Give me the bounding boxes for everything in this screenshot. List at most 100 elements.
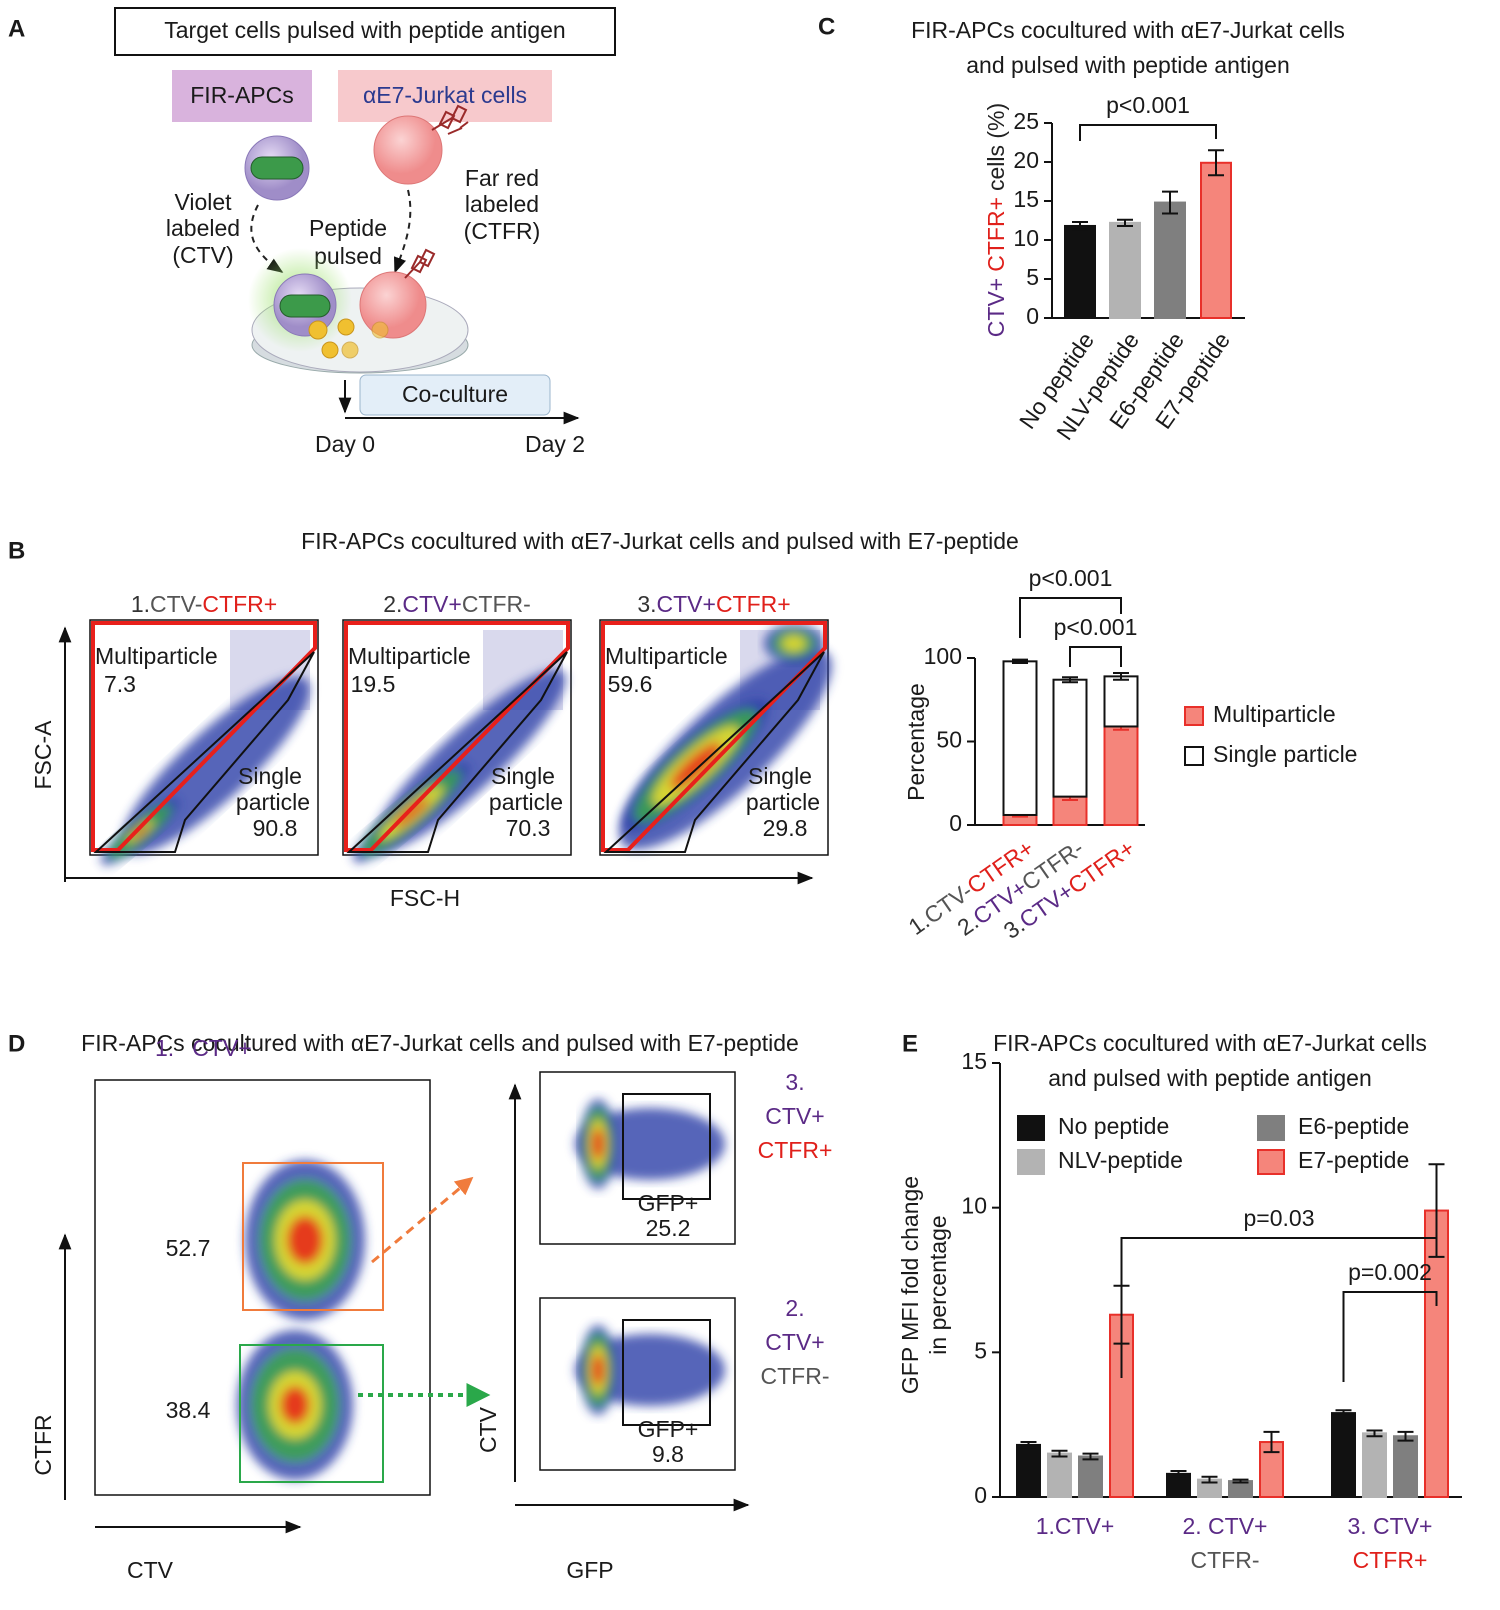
density-level (592, 1354, 605, 1386)
plot-title-part: 2. (383, 591, 402, 617)
bar (1394, 1436, 1417, 1497)
gate-label: Single (491, 763, 555, 789)
plot-label: CTFR- (761, 1363, 830, 1389)
y-tick-label: 100 (924, 643, 962, 669)
legend-swatch (1185, 707, 1203, 725)
density-level (281, 1386, 310, 1424)
jurkat-cell (374, 116, 442, 184)
legend-swatch (1018, 1150, 1044, 1174)
y-tick-label: 5 (974, 1337, 987, 1363)
legend-label: E6-peptide (1298, 1113, 1409, 1139)
day-label: Day 2 (525, 431, 585, 457)
axis-label: FSC-A (30, 720, 56, 790)
plot-title-part: 3. (637, 591, 656, 617)
panel-label: A (8, 15, 25, 42)
axis-label: CTV (475, 1406, 501, 1453)
y-axis-label-part: cells (%) (983, 103, 1009, 191)
legend-swatch (1258, 1150, 1284, 1174)
legend-label: No peptide (1058, 1113, 1169, 1139)
gate-label: particle (489, 789, 563, 815)
violet-label: (CTV) (172, 242, 233, 268)
bar (1065, 226, 1095, 318)
y-axis-label: CTV+ CTFR+ cells (%) (983, 103, 1009, 337)
axis-label: CTV (127, 1557, 174, 1583)
apc-nucleus (251, 157, 303, 179)
gate-value: 90.8 (253, 815, 298, 841)
x-tick-label: CTFR+ (1353, 1547, 1428, 1573)
gate-label: Multiparticle (605, 643, 728, 669)
y-axis-label-part: CTFR+ (983, 197, 1009, 272)
panel-label: D (8, 1030, 25, 1057)
y-tick-label: 15 (961, 1048, 987, 1074)
plot-label: 3. (785, 1069, 804, 1095)
gate-label: particle (236, 789, 310, 815)
legend-swatch (1018, 1116, 1044, 1140)
x-tick-label: 1.CTV+ (1036, 1513, 1115, 1539)
p-value: p<0.001 (1106, 92, 1190, 118)
significance-bracket (1070, 647, 1121, 667)
far-red-label: labeled (465, 191, 539, 217)
plot-title-part: CTV+ (192, 1035, 251, 1061)
peptide-label: Peptide (309, 215, 387, 241)
significance-bracket (1080, 125, 1216, 141)
density-level (287, 1216, 323, 1264)
plot-title-part: CTV+ (402, 591, 461, 617)
gate-value: 29.8 (763, 815, 808, 841)
diagram-title: Target cells pulsed with peptide antigen (164, 17, 565, 43)
plot-label: 2. (785, 1295, 804, 1321)
bar (1079, 1456, 1102, 1497)
plot-title: 2.CTV+CTFR- (383, 591, 531, 617)
gate-value: 19.5 (351, 671, 396, 697)
plot-label: CTV+ (765, 1103, 824, 1129)
plot-title-part: CTFR+ (202, 591, 277, 617)
legend-label: NLV-peptide (1058, 1147, 1183, 1173)
gate-label: Single (238, 763, 302, 789)
bar (1017, 1445, 1040, 1497)
plot-label: CTFR+ (758, 1137, 833, 1163)
chart-title: FIR-APCs cocultured with αE7-Jurkat cell… (911, 17, 1345, 43)
gate-value: 59.6 (608, 671, 653, 697)
plot-title: 1.CTV-CTFR+ (131, 591, 277, 617)
apc-nucleus (280, 295, 330, 317)
jurkat-cell (360, 272, 426, 338)
axis-label: FSC-H (390, 885, 460, 911)
gate-label: GFP+ (638, 1416, 699, 1442)
arrow (395, 190, 410, 272)
y-tick-label: 20 (1013, 147, 1039, 173)
gate-value: 25.2 (646, 1215, 691, 1241)
day-label: Day 0 (315, 431, 375, 457)
chart-title: FIR-APCs cocultured with αE7-Jurkat cell… (993, 1030, 1427, 1056)
y-axis-label: in percentage (925, 1215, 951, 1354)
p-value: p=0.002 (1348, 1259, 1432, 1285)
bar (1201, 163, 1231, 318)
y-tick-label: 10 (961, 1193, 987, 1219)
plot-title-part: CTFR- (462, 591, 531, 617)
legend-swatch (1258, 1116, 1284, 1140)
apc-label: FIR-APCs (190, 82, 294, 108)
axis-label: CTFR (30, 1414, 56, 1475)
bar (1155, 203, 1185, 318)
x-tick-label: 2. CTV+ (1182, 1513, 1267, 1539)
density (580, 1099, 616, 1189)
p-value: p=0.03 (1244, 1205, 1315, 1231)
y-axis-label-part: CTV+ (983, 278, 1009, 337)
panel-label: B (8, 537, 25, 564)
chart-title: and pulsed with peptide antigen (1048, 1065, 1372, 1091)
axis-label: GFP (566, 1557, 613, 1583)
chart-title: and pulsed with peptide antigen (966, 52, 1290, 78)
gate-value: 7.3 (104, 671, 136, 697)
violet-label: labeled (166, 215, 240, 241)
bar-segment (1105, 726, 1138, 825)
gate-label: Multiparticle (95, 643, 218, 669)
bar (1110, 223, 1140, 318)
y-tick-label: 15 (1013, 186, 1039, 212)
bar-segment (1054, 680, 1087, 797)
diagram: Target cells pulsed with peptide antigen… (115, 8, 615, 457)
bar (1332, 1413, 1355, 1497)
gate-value: 52.7 (166, 1235, 211, 1261)
y-tick-label: 25 (1013, 108, 1039, 134)
coculture-label: Co-culture (402, 381, 508, 407)
significance-bracket (1344, 1292, 1437, 1382)
legend-label: Multiparticle (1213, 701, 1336, 727)
